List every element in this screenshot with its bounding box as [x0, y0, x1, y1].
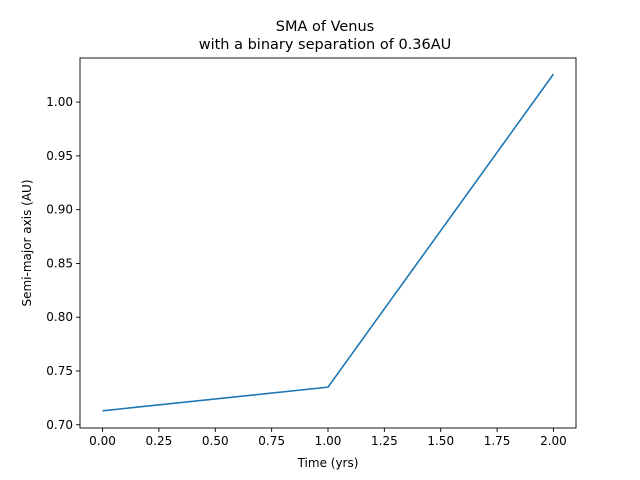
y-axis-label: Semi-major axis (AU): [20, 179, 34, 306]
y-tick-label: 1.00: [46, 95, 73, 109]
y-tick-label: 0.75: [46, 364, 73, 378]
y-tick-label: 0.90: [46, 203, 73, 217]
x-tick-label: 1.00: [315, 434, 342, 448]
plot-area-frame: [79, 57, 577, 429]
y-tick-label: 0.80: [46, 310, 73, 324]
x-tick-label: 0.25: [146, 434, 173, 448]
x-tick-label: 2.00: [540, 434, 567, 448]
chart-title-line-1: SMA of Venus: [276, 19, 374, 35]
y-axis-ticks: 0.70 0.75 0.80 0.85 0.90 0.95 1.00: [46, 95, 80, 432]
chart-title-line-2: with a binary separation of 0.36AU: [199, 37, 452, 53]
x-axis-ticks: 0.00 0.25 0.50 0.75 1.00 1.25 1.50 1.75 2.00: [89, 428, 567, 448]
x-tick-label: 0.75: [258, 434, 285, 448]
x-tick-label: 1.25: [371, 434, 398, 448]
y-tick-label: 0.85: [46, 256, 73, 270]
x-tick-label: 0.50: [202, 434, 229, 448]
y-tick-label: 0.95: [46, 149, 73, 163]
series-line: [102, 73, 555, 412]
x-axis-label: Time (yrs): [297, 456, 359, 470]
x-tick-label: 1.50: [427, 434, 454, 448]
x-tick-label: 0.00: [89, 434, 116, 448]
x-tick-label: 1.75: [484, 434, 511, 448]
y-tick-label: 0.70: [46, 418, 73, 432]
